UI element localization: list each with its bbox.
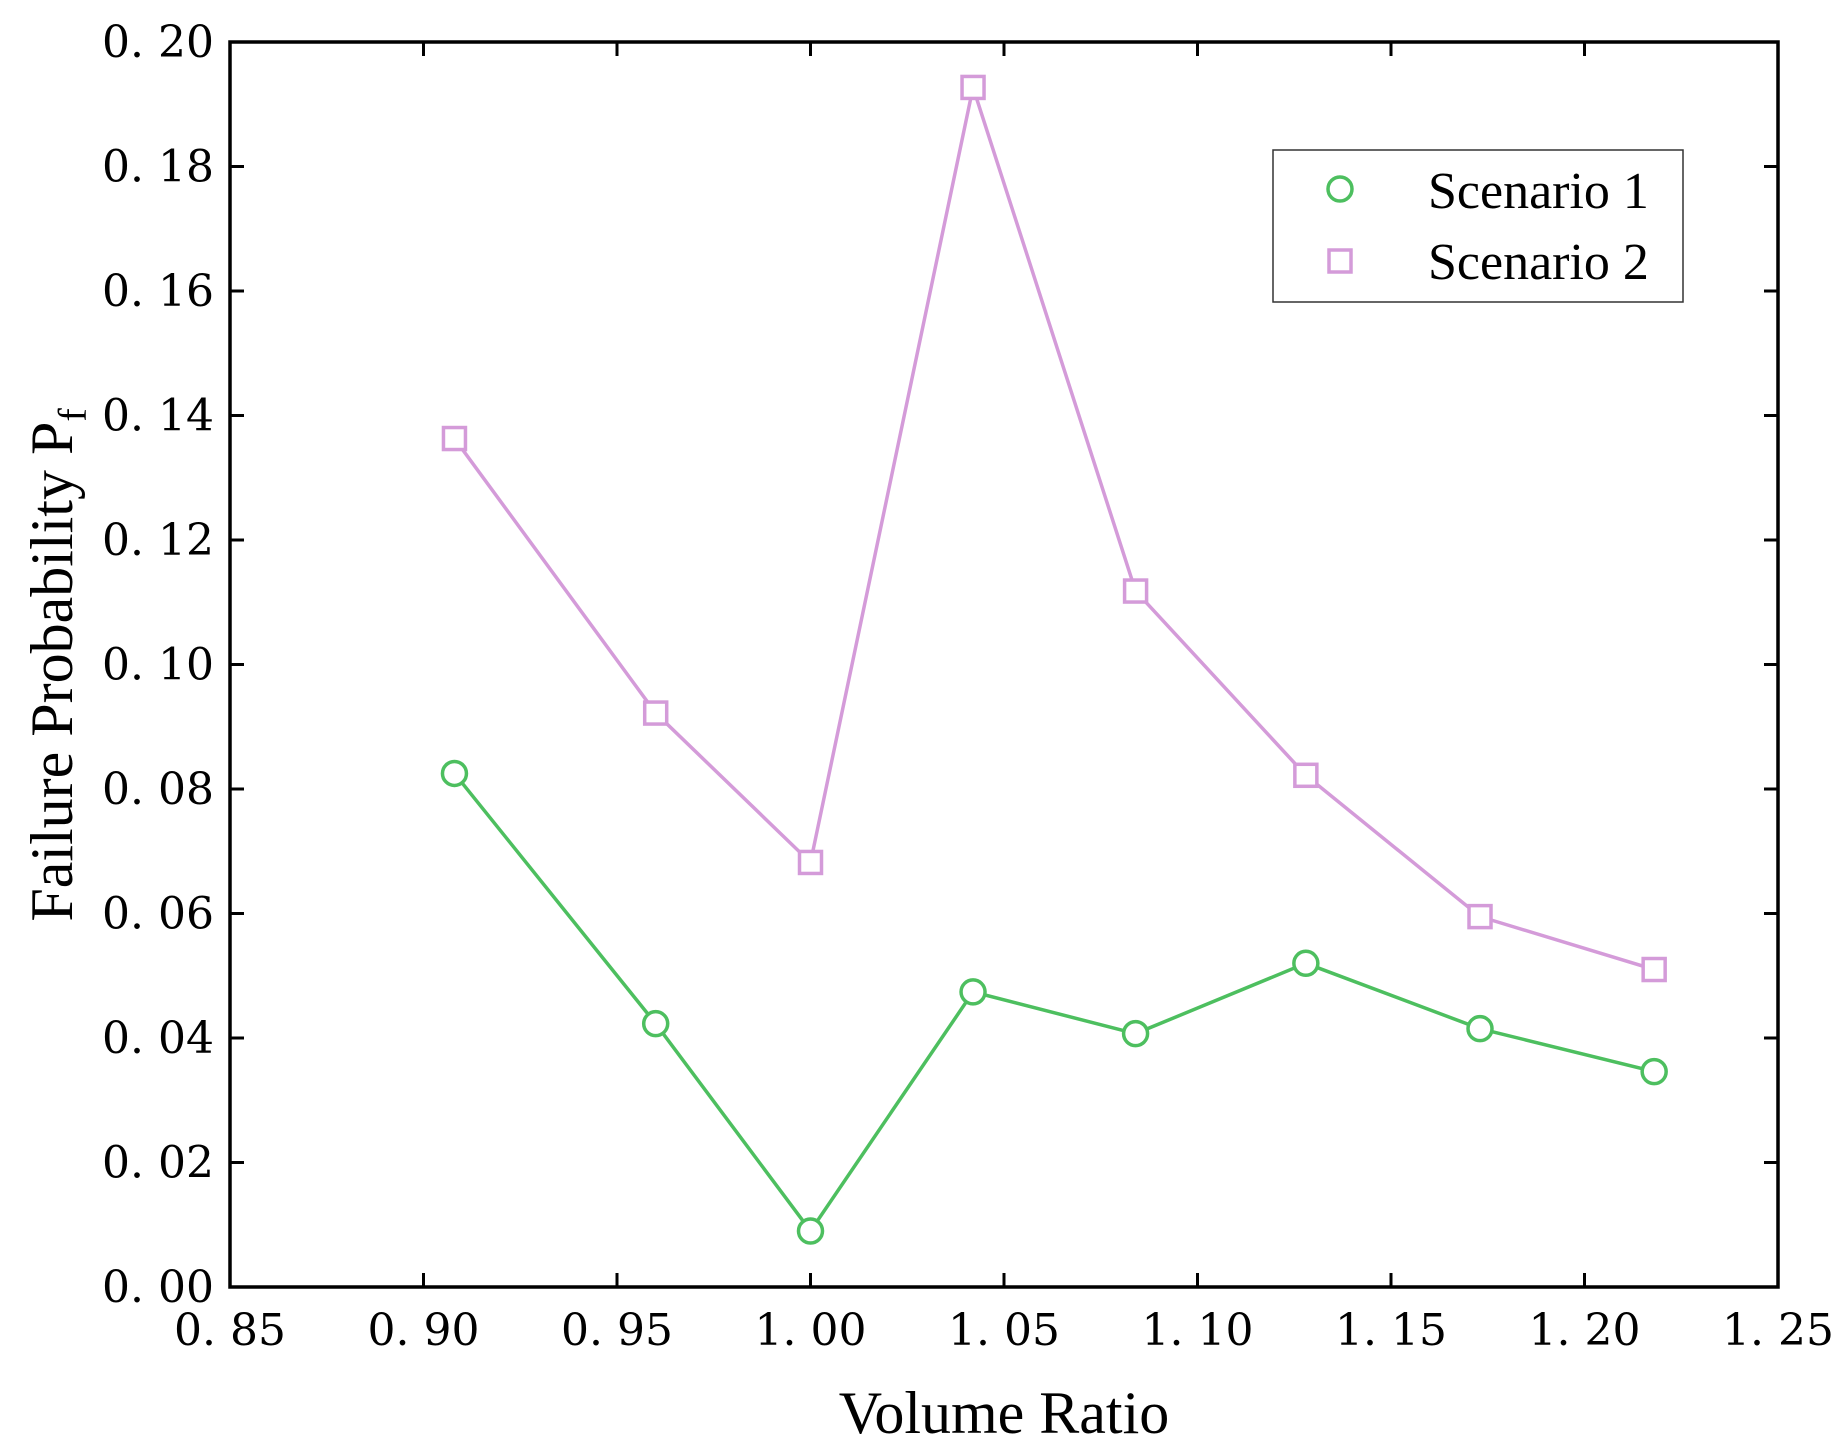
y-tick-label: 0. 14 — [102, 391, 214, 442]
x-tick-label: 0. 85 — [174, 1305, 286, 1356]
y-tick-label: 0. 20 — [102, 17, 214, 68]
y-axis-title-subscript: f — [50, 408, 95, 422]
data-point-scenario-1 — [641, 1009, 670, 1038]
data-point-scenario-1 — [1466, 1014, 1494, 1043]
x-axis-title: Volume Ratio — [839, 1380, 1170, 1446]
data-point-scenario-2 — [797, 849, 824, 876]
series-markers — [440, 74, 1668, 1245]
data-point-scenario-2 — [441, 425, 468, 452]
legend-marker-scenario-2 — [1327, 248, 1353, 274]
y-tick-label: 0. 02 — [102, 1138, 214, 1189]
x-tick-label: 1. 25 — [1722, 1305, 1834, 1356]
y-axis-title-main: Failure Probability P — [19, 422, 85, 922]
series-line-scenario-1 — [453, 772, 1655, 1234]
legend-label-scenario-1: Scenario 1 — [1428, 163, 1649, 220]
x-tick-label: 1. 05 — [948, 1305, 1060, 1356]
y-tick-label: 0. 04 — [102, 1013, 214, 1064]
data-point-scenario-2 — [960, 74, 986, 101]
data-point-scenario-1 — [440, 759, 469, 788]
data-point-scenario-1 — [1640, 1057, 1668, 1086]
y-axis-title: Failure Probability Pf — [19, 408, 95, 922]
data-point-scenario-2 — [1122, 578, 1149, 604]
series-lines — [453, 80, 1655, 1234]
x-tick-label: 1. 20 — [1529, 1305, 1641, 1356]
data-point-scenario-2 — [642, 700, 669, 726]
data-point-scenario-1 — [1292, 949, 1320, 978]
data-point-scenario-2 — [1293, 762, 1319, 789]
y-tick-label: 0. 10 — [102, 640, 214, 691]
x-tick-label: 1. 10 — [1142, 1305, 1254, 1356]
y-tick-label: 0. 12 — [102, 515, 214, 566]
y-tick-label: 0. 06 — [102, 889, 214, 940]
axis-ticks: 0. 85 0. 90 0. 95 1. 00 1. 05 1. 10 1. 15 1. 20… — [102, 17, 1834, 1356]
data-point-scenario-1 — [796, 1217, 825, 1245]
data-point-scenario-2 — [1467, 903, 1493, 930]
data-point-scenario-1 — [1121, 1019, 1150, 1048]
legend-marker-scenario-1 — [1326, 175, 1354, 203]
series-line-scenario-2 — [453, 80, 1655, 972]
data-point-scenario-1 — [959, 978, 987, 1006]
x-tick-label: 1. 15 — [1335, 1305, 1447, 1356]
x-tick-label: 0. 90 — [368, 1305, 480, 1356]
x-tick-label: 0. 95 — [561, 1305, 673, 1356]
y-tick-label: 0. 08 — [102, 764, 214, 815]
y-tick-label: 0. 16 — [102, 266, 214, 317]
y-tick-label: 0. 18 — [102, 142, 214, 193]
x-tick-label: 1. 00 — [755, 1305, 867, 1356]
legend: Scenario 1 Scenario 2 — [1272, 149, 1684, 303]
y-tick-label: 0. 00 — [102, 1262, 214, 1313]
legend-label-scenario-2: Scenario 2 — [1428, 234, 1649, 291]
data-point-scenario-2 — [1641, 956, 1667, 983]
